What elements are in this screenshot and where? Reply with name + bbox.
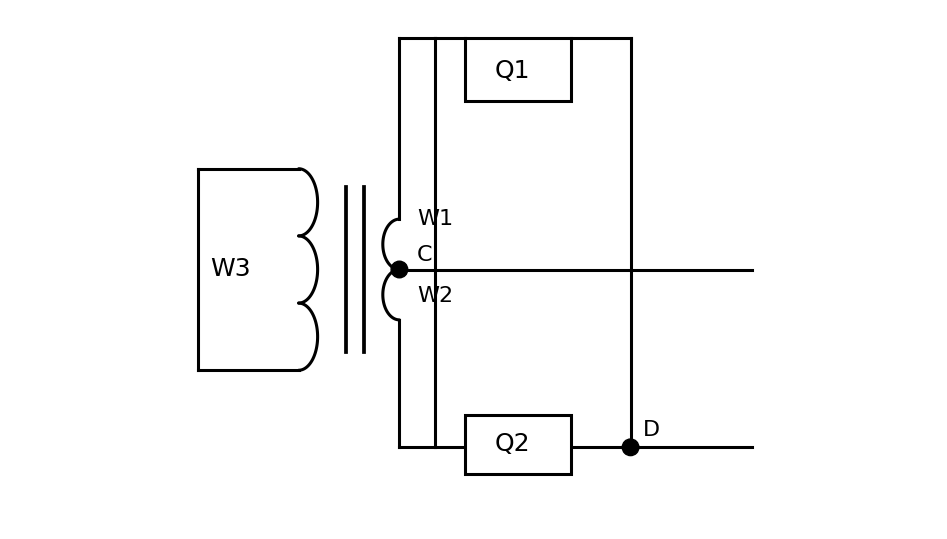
Text: Q1: Q1 <box>494 59 529 83</box>
Circle shape <box>622 439 639 455</box>
Text: W2: W2 <box>418 286 454 306</box>
Text: W3: W3 <box>210 258 251 281</box>
Text: D: D <box>642 419 659 439</box>
Circle shape <box>391 261 408 278</box>
Text: C: C <box>418 245 433 265</box>
FancyBboxPatch shape <box>465 414 571 474</box>
Text: W1: W1 <box>418 209 454 229</box>
FancyBboxPatch shape <box>465 38 571 101</box>
Text: Q2: Q2 <box>494 432 529 457</box>
